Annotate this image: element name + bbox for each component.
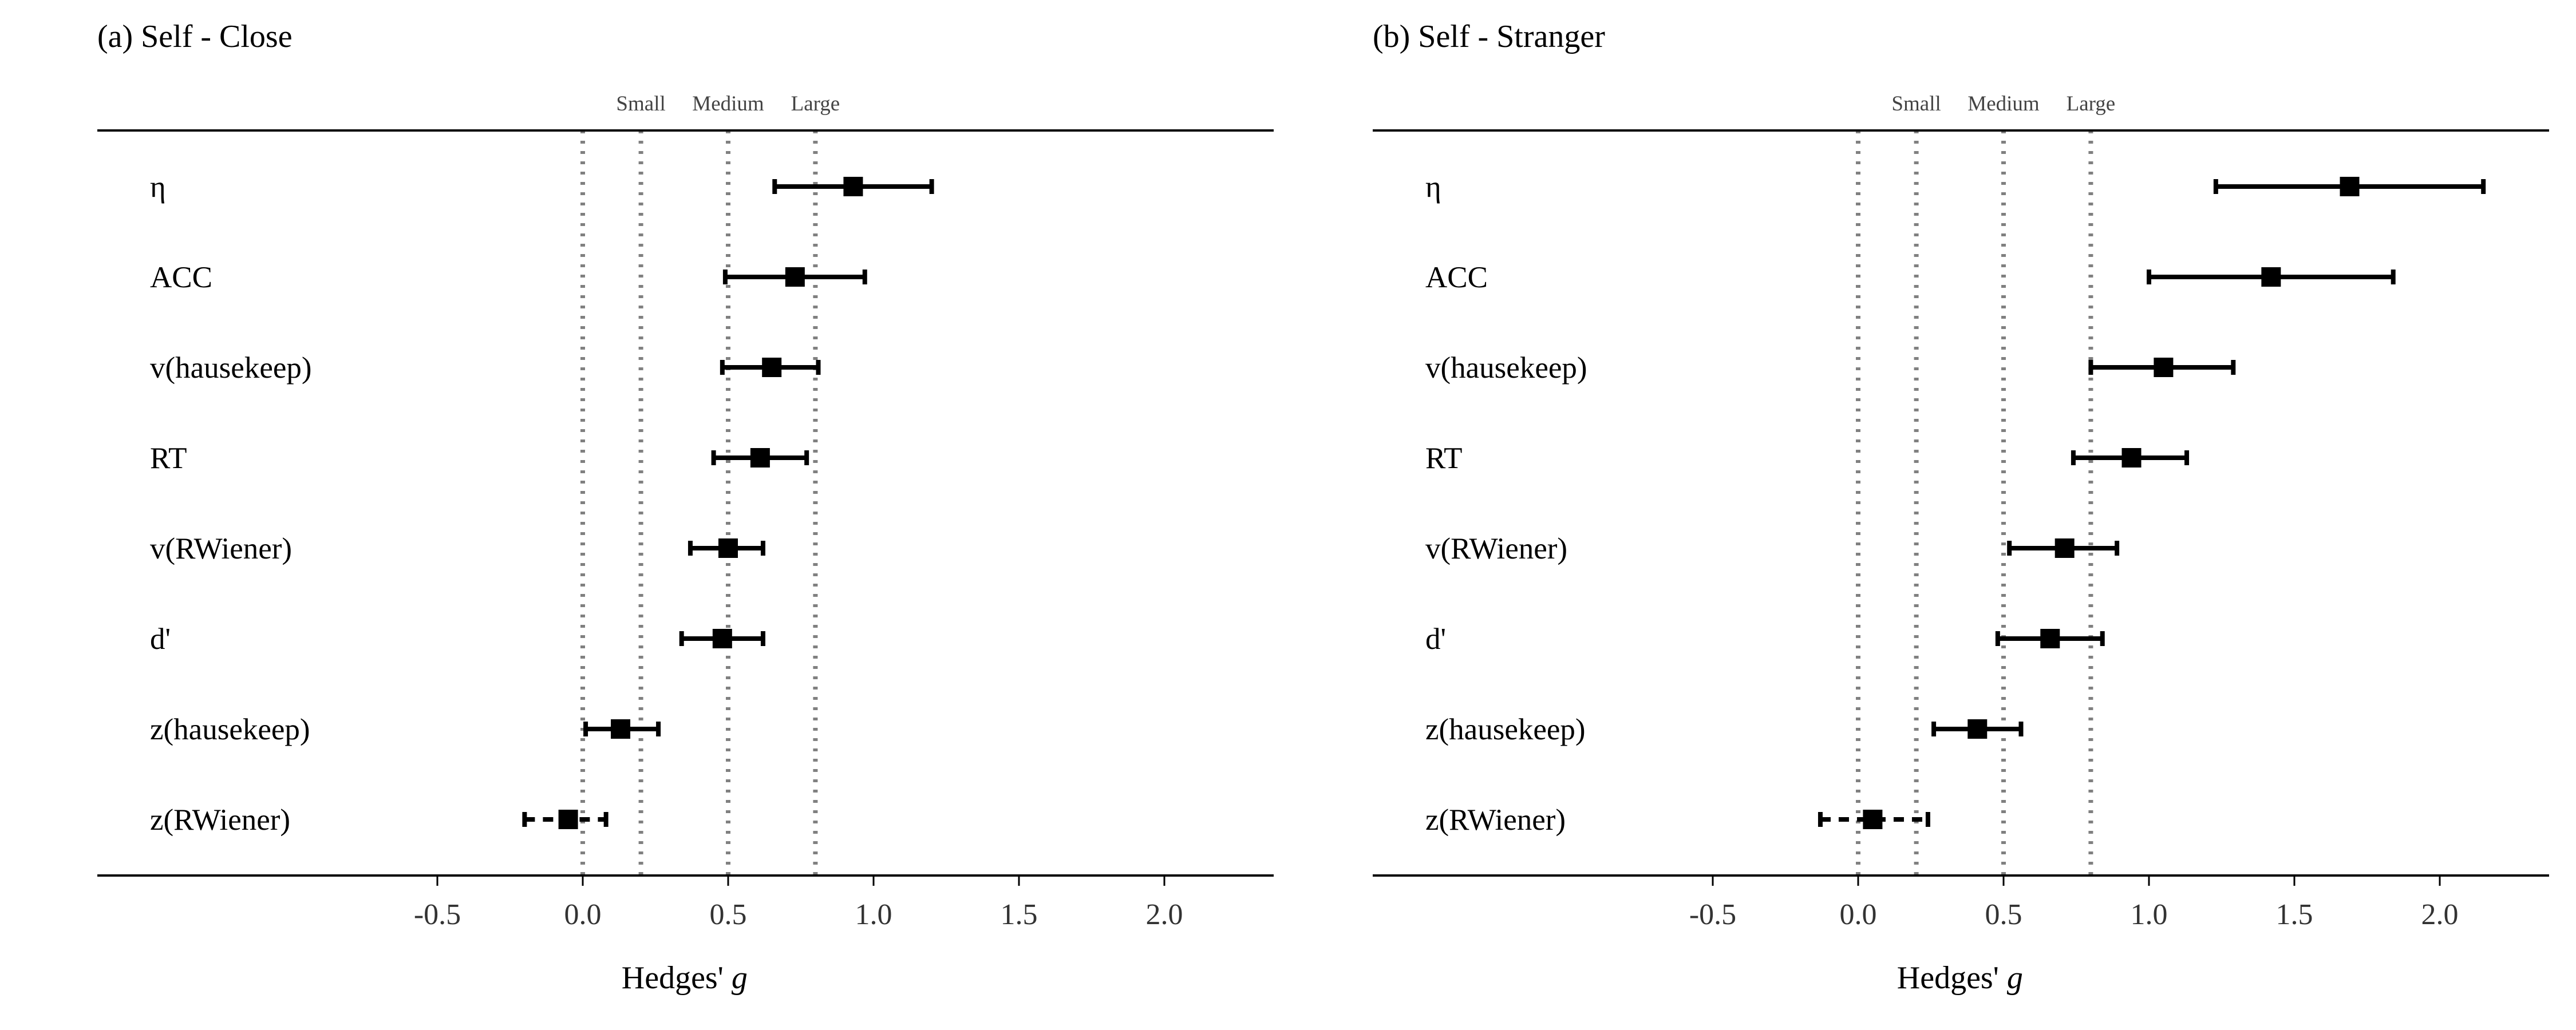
point-estimate-marker: [843, 177, 863, 196]
x-tick-label: 2.0: [2421, 898, 2459, 931]
row-v-rwiener: v(RWiener): [150, 532, 765, 565]
point-estimate-marker: [2340, 177, 2360, 196]
row-eta: η: [1425, 171, 2486, 204]
row-z-hausekeep: z(hausekeep): [150, 713, 661, 746]
reference-label-medium: Medium: [692, 92, 764, 116]
row-z-rwiener: z(RWiener): [1425, 803, 1930, 837]
reference-label-large: Large: [791, 92, 840, 116]
panel-title: (a) Self - Close: [97, 19, 293, 54]
point-estimate-marker: [1863, 810, 1883, 829]
row-label: d': [150, 623, 171, 656]
point-estimate-marker: [785, 267, 805, 287]
x-axis-title-text: Hedges': [622, 960, 732, 996]
x-tick-label: 0.5: [1985, 898, 2022, 931]
row-label: η: [150, 171, 166, 204]
row-label: RT: [1425, 442, 1463, 475]
panel-self-stranger: (b) Self - Stranger Small Medium Large η ACC v…: [1373, 19, 2549, 996]
x-axis-title: Hedges' g: [1897, 960, 2023, 996]
point-estimate-marker: [2261, 267, 2281, 287]
row-v-hausekeep: v(hausekeep): [1425, 351, 2236, 385]
reference-label-small: Small: [616, 92, 665, 116]
row-z-hausekeep: z(hausekeep): [1425, 713, 2024, 746]
row-d-prime: d': [1425, 623, 2105, 656]
x-tick-label: -0.5: [414, 898, 461, 931]
point-estimate-marker: [611, 719, 631, 739]
reference-label-large: Large: [2067, 92, 2116, 116]
row-label: ACC: [1425, 261, 1488, 294]
point-estimate-marker: [1967, 719, 1988, 739]
row-label: z(hausekeep): [150, 713, 310, 746]
x-axis-title-text: Hedges': [1897, 960, 2007, 996]
x-tick-label: 0.0: [564, 898, 602, 931]
reference-label-small: Small: [1891, 92, 1941, 116]
row-label: v(RWiener): [150, 532, 292, 565]
row-label: v(RWiener): [1425, 532, 1567, 565]
x-tick-label: 1.5: [2276, 898, 2313, 931]
point-estimate-marker: [718, 538, 738, 558]
point-estimate-marker: [750, 448, 770, 468]
panel-title: (b) Self - Stranger: [1373, 19, 1605, 54]
row-v-rwiener: v(RWiener): [1425, 532, 2120, 565]
x-axis-title-symbol: g: [732, 960, 748, 996]
row-label: v(hausekeep): [1425, 351, 1587, 385]
row-label: z(RWiener): [150, 803, 290, 837]
x-tick-label: 1.5: [1001, 898, 1038, 931]
point-estimate-marker: [2055, 538, 2075, 558]
row-label: d': [1425, 623, 1446, 656]
row-acc: ACC: [150, 261, 867, 294]
x-tick-label: 0.0: [1840, 898, 1877, 931]
row-label: η: [1425, 171, 1441, 204]
x-tick-label: 2.0: [1146, 898, 1183, 931]
row-acc: ACC: [1425, 261, 2396, 294]
panel-self-close: (a) Self - Close Small Medium Large η ACC v(ha…: [97, 19, 1274, 996]
x-tick-label: 1.0: [2131, 898, 2168, 931]
x-tick-label: 1.0: [855, 898, 892, 931]
row-label: RT: [150, 442, 187, 475]
point-estimate-marker: [558, 810, 578, 829]
row-v-hausekeep: v(hausekeep): [150, 351, 821, 385]
point-estimate-marker: [2154, 358, 2174, 377]
point-estimate-marker: [2040, 629, 2060, 648]
x-tick-label: 0.5: [710, 898, 747, 931]
x-axis-title-symbol: g: [2007, 960, 2023, 996]
row-label: z(RWiener): [1425, 803, 1566, 837]
row-label: ACC: [150, 261, 212, 294]
row-label: z(hausekeep): [1425, 713, 1586, 746]
row-label: v(hausekeep): [150, 351, 312, 385]
point-estimate-marker: [762, 358, 782, 377]
x-tick-label: -0.5: [1689, 898, 1736, 931]
row-d-prime: d': [150, 623, 765, 656]
row-eta: η: [150, 171, 934, 204]
point-estimate-marker: [2121, 448, 2142, 468]
row-rt: RT: [150, 442, 809, 475]
row-z-rwiener: z(RWiener): [150, 803, 609, 837]
reference-label-medium: Medium: [1967, 92, 2040, 116]
row-rt: RT: [1425, 442, 2190, 475]
point-estimate-marker: [712, 629, 732, 648]
x-axis-title: Hedges' g: [622, 960, 748, 996]
